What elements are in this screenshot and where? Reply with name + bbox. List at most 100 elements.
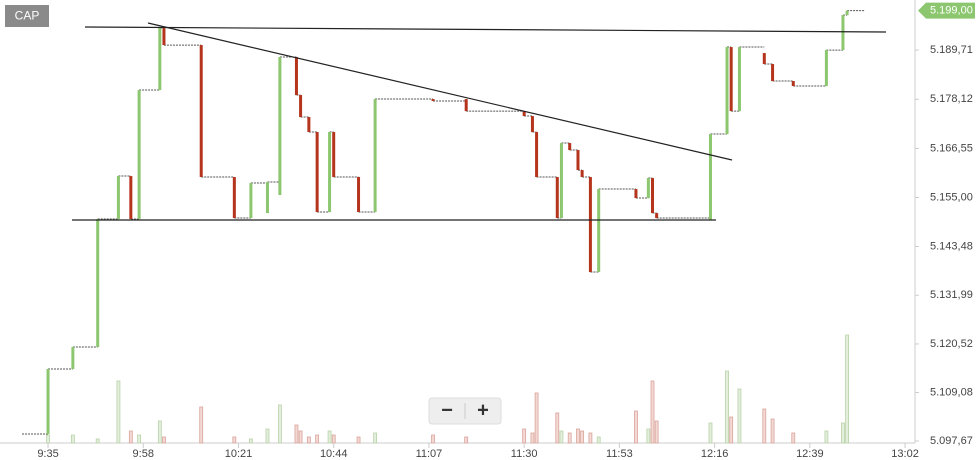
price-bar xyxy=(597,189,601,273)
zoom-in-button[interactable]: + xyxy=(477,399,489,421)
price-bar xyxy=(646,178,650,199)
price-bar xyxy=(725,47,729,135)
price-bar xyxy=(46,369,50,434)
price-bar xyxy=(265,182,269,214)
symbol: CAP xyxy=(15,9,40,23)
price-bar xyxy=(729,47,733,112)
volume-bar xyxy=(762,408,767,444)
volume-bar xyxy=(824,430,829,444)
volume-bar xyxy=(650,380,655,444)
zoom-out-button[interactable]: − xyxy=(441,399,453,421)
volume-bar xyxy=(770,418,775,444)
y-tick-label: 5.097,67 xyxy=(930,435,973,447)
price-bar xyxy=(568,143,572,151)
price-bar xyxy=(522,111,526,117)
volume-bar xyxy=(431,434,435,444)
x-tick-label: 12:39 xyxy=(796,448,824,460)
price-bar xyxy=(737,47,741,112)
price-bar xyxy=(845,10,849,16)
volume-bar xyxy=(555,412,560,444)
volume-bar xyxy=(95,438,100,444)
volume-bar xyxy=(646,428,651,444)
volume-bar xyxy=(46,434,50,444)
price-bar xyxy=(129,176,133,220)
price-bar xyxy=(771,64,775,82)
price-bar xyxy=(655,213,659,219)
price-bar xyxy=(762,53,766,65)
price-bar xyxy=(232,177,236,219)
price-bar xyxy=(535,132,539,178)
volume-bar xyxy=(464,436,469,444)
volume-bar xyxy=(137,434,142,444)
volume-bar xyxy=(232,436,237,444)
volume-bar xyxy=(306,436,311,444)
price-bar xyxy=(791,81,795,87)
y-tick-label: 5.178,12 xyxy=(930,93,973,105)
price-bar xyxy=(588,177,592,273)
price-bar xyxy=(294,57,298,96)
y-tick-label: 5.166,55 xyxy=(930,142,973,154)
volume-bar xyxy=(162,436,166,444)
volume-bar xyxy=(331,434,336,444)
y-tick-label: 5.131,99 xyxy=(930,289,973,301)
price-bar xyxy=(96,219,100,348)
volume-bar xyxy=(729,416,734,444)
volume-bar xyxy=(654,420,659,444)
volume-bar xyxy=(725,370,729,444)
x-tick-label: 13:02 xyxy=(891,448,919,460)
price-bar xyxy=(841,15,845,51)
price-bar xyxy=(559,143,563,219)
volume-bar xyxy=(580,430,585,444)
volume-layer xyxy=(46,334,849,444)
price-layer xyxy=(22,10,866,435)
x-tick-label: 9:35 xyxy=(37,448,58,460)
x-tick-label: 11:30 xyxy=(511,448,538,460)
price-bar xyxy=(116,176,120,220)
volume-bar xyxy=(327,430,332,444)
volume-bar xyxy=(845,334,849,444)
price-bar xyxy=(71,347,75,370)
volume-bar xyxy=(298,430,303,444)
trend-line xyxy=(84,26,887,33)
trend-line xyxy=(147,22,733,161)
last-price-label: 5.199,00 xyxy=(930,5,973,17)
volume-bar xyxy=(559,430,564,444)
price-bar xyxy=(357,177,361,213)
price-bar xyxy=(634,189,638,199)
price-bar xyxy=(328,132,332,213)
volume-bar xyxy=(567,432,572,444)
volume-bar xyxy=(373,432,378,444)
volume-bar xyxy=(315,434,320,444)
volume-bar xyxy=(534,392,539,444)
y-tick-label: 5.120,52 xyxy=(930,338,973,350)
price-bar xyxy=(373,99,377,213)
volume-bar xyxy=(70,434,75,444)
volume-bar xyxy=(576,428,580,444)
x-tick-label: 12:16 xyxy=(701,448,729,460)
volume-bar xyxy=(588,432,593,444)
volume-bar xyxy=(356,436,361,444)
volume-bar xyxy=(737,388,742,444)
volume-bar xyxy=(157,420,162,444)
price-bar xyxy=(278,57,282,196)
volume-bar xyxy=(791,432,796,444)
price-bar xyxy=(249,183,253,219)
x-tick-label: 11:53 xyxy=(606,448,633,460)
volume-bar xyxy=(522,428,527,444)
price-bar xyxy=(431,99,435,102)
symbol-badge xyxy=(5,5,49,27)
volume-bar xyxy=(708,422,713,444)
price-bar xyxy=(576,150,580,171)
volume-bar xyxy=(199,406,204,444)
price-bar xyxy=(530,116,534,133)
volume-bar xyxy=(530,432,535,444)
volume-bar xyxy=(128,430,133,444)
y-tick-label: 5.143,48 xyxy=(930,240,973,252)
price-bar xyxy=(708,134,712,221)
x-tick-label: 10:21 xyxy=(225,448,253,460)
volume-bar xyxy=(596,436,601,444)
price-bar xyxy=(555,177,559,219)
y-tick-label: 5.189,71 xyxy=(930,44,973,56)
